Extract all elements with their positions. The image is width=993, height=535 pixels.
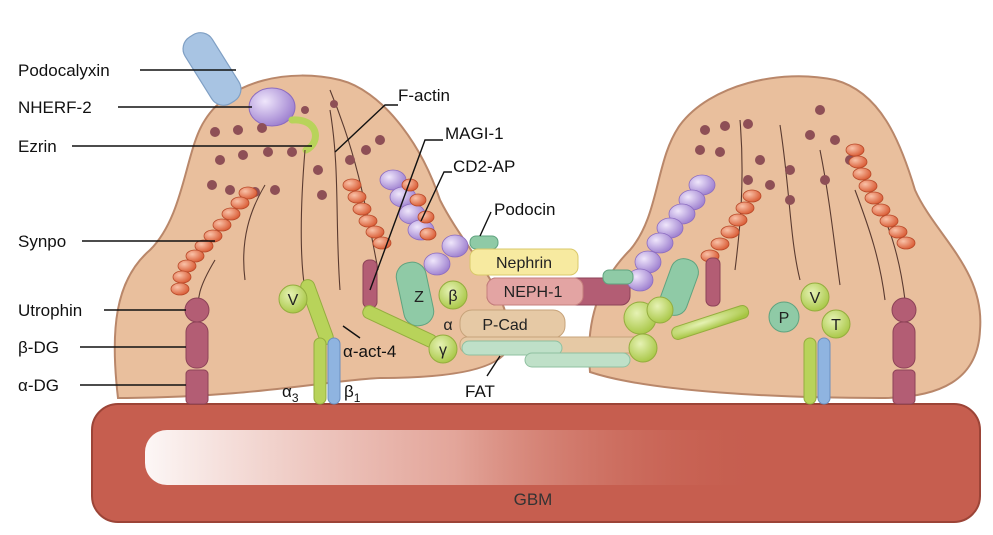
ezrin-label: Ezrin: [18, 137, 57, 156]
dystroglycan-right: [891, 297, 917, 405]
nherf2-shape: [248, 87, 296, 127]
circle-alpha-label: α: [443, 317, 452, 334]
gbm: GBM: [91, 403, 981, 523]
dystroglycan-left: [184, 297, 210, 405]
circle-v-right-label: V: [810, 290, 821, 307]
podocin-shape: [469, 235, 499, 250]
fat-bars: [459, 336, 656, 368]
alpha-actinin-rods: [300, 279, 438, 348]
alpha-act4-label: α-act-4: [343, 342, 396, 361]
circle-alpha: α: [443, 317, 452, 334]
nephrin-label: Nephrin: [496, 255, 552, 272]
cd2ap-label: CD2-AP: [453, 157, 515, 176]
left-synpo-chain: [170, 178, 392, 296]
magi1-label: MAGI-1: [445, 124, 504, 143]
circle-z-label: Z: [414, 289, 424, 306]
circle-v-left: V: [278, 284, 308, 314]
factin-label: F-actin: [398, 86, 450, 105]
alpha3-sub: 3: [292, 391, 299, 405]
circle-p: P: [768, 301, 800, 333]
beta1-label: β1: [344, 382, 361, 405]
circle-gamma: γ: [428, 334, 458, 364]
podocalyxin-label: Podocalyxin: [18, 61, 110, 80]
circle-v-left-label: V: [288, 292, 299, 309]
right-magi-block: [705, 257, 721, 307]
z-teal-block: [395, 261, 435, 327]
ezrin-shape: [288, 116, 319, 154]
pcad-box: P-Cad: [459, 309, 566, 339]
podocalyxin-shape: [182, 32, 242, 106]
podocin-label: Podocin: [494, 200, 555, 219]
circle-p-label: P: [779, 310, 790, 327]
neph1-box: NEPH-1: [486, 277, 631, 306]
right-green-complex: [623, 296, 750, 363]
nephrin-box: Nephrin: [469, 248, 579, 276]
beta1-base: β: [344, 382, 354, 401]
leader-lines: [72, 69, 501, 386]
neph1-label: NEPH-1: [504, 284, 563, 301]
labels: Podocalyxin NHERF-2 Ezrin Synpo Utrophin…: [18, 61, 555, 405]
pcad-label: P-Cad: [482, 317, 527, 334]
right-foot-process: [588, 75, 982, 400]
alpha3-base: α: [282, 382, 292, 401]
circle-beta-label: β: [448, 288, 457, 305]
right-cd2ap-chain: [626, 174, 716, 292]
circle-gamma-label: γ: [439, 342, 447, 359]
integrin-left: [313, 337, 341, 405]
circle-v-right: V: [800, 282, 830, 312]
alpha-dg-label: α-DG: [18, 376, 59, 395]
circle-beta: β: [438, 280, 468, 310]
circle-t-label: T: [831, 317, 841, 334]
alpha3-label: α3: [282, 382, 299, 405]
circle-t: T: [821, 309, 851, 339]
synpo-label: Synpo: [18, 232, 66, 251]
left-orange-chain-inner: [401, 178, 437, 241]
gbm-label: GBM: [514, 490, 553, 509]
circle-z: Z: [414, 289, 424, 306]
integrin-right: [803, 337, 831, 405]
utrophin-label: Utrophin: [18, 301, 82, 320]
fat-label: FAT: [465, 382, 495, 401]
nherf2-label: NHERF-2: [18, 98, 92, 117]
beta1-sub: 1: [354, 391, 361, 405]
magi-block: [362, 259, 378, 309]
beta-dg-label: β-DG: [18, 338, 59, 357]
